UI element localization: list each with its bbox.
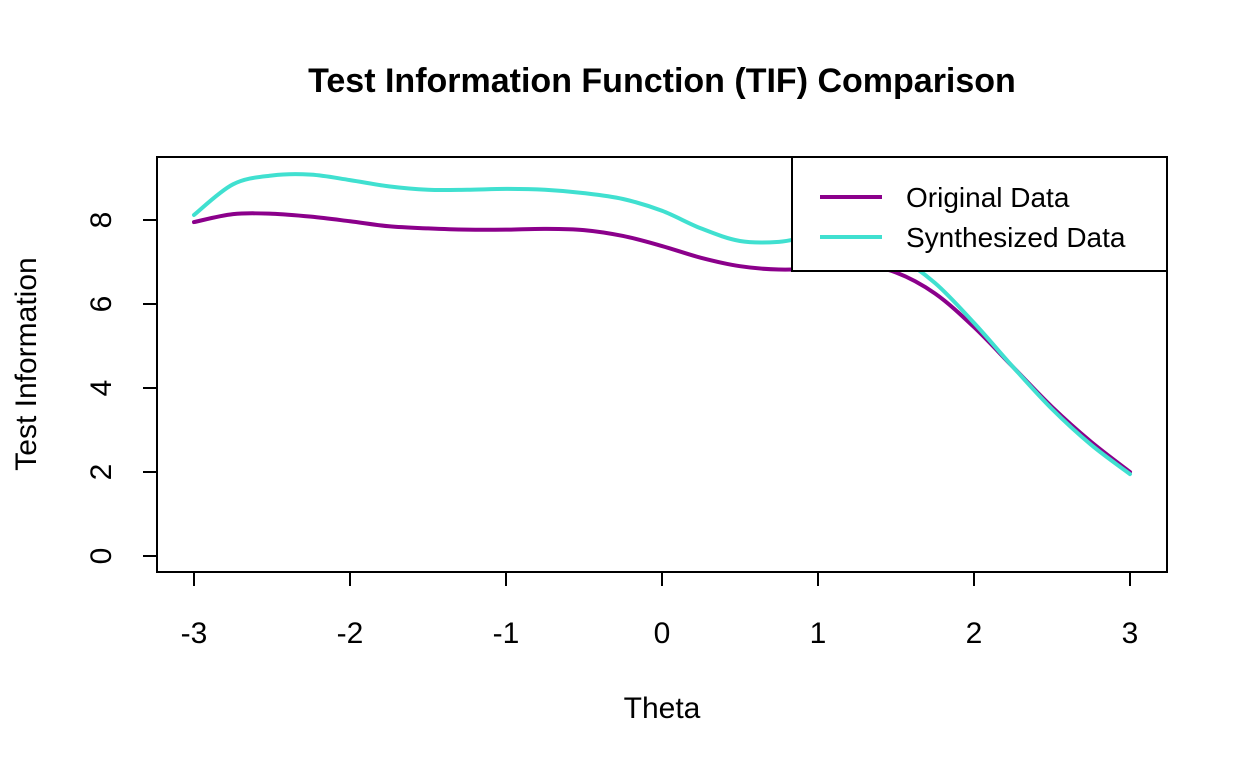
x-axis: -3 -2 -1 0 1 2 3 [181, 571, 1139, 650]
x-tick-label: -2 [337, 617, 364, 650]
series-line-original-data [192, 211, 1132, 474]
x-tick-label: 2 [966, 617, 983, 650]
x-tick-label: -3 [181, 617, 208, 650]
legend-box [791, 156, 1168, 272]
y-axis: 0 2 4 6 8 [85, 212, 158, 565]
x-tick-label: 3 [1122, 617, 1139, 650]
x-tick-label: 1 [810, 617, 827, 650]
series-line-synthesized-data [192, 172, 1132, 477]
y-tick-label: 6 [85, 296, 118, 313]
y-tick-label: 2 [85, 464, 118, 481]
series-layer [192, 172, 1132, 477]
x-tick-label: 0 [654, 617, 671, 650]
legend-label-synthesized: Synthesized Data [906, 222, 1126, 253]
x-tick-label: -1 [493, 617, 520, 650]
y-tick-label: 0 [85, 548, 118, 565]
y-tick-label: 4 [85, 380, 118, 397]
chart-title: Test Information Function (TIF) Comparis… [308, 62, 1016, 100]
x-axis-label: Theta [624, 692, 701, 725]
legend: Original Data Synthesized Data [791, 156, 1168, 272]
y-tick-label: 8 [85, 212, 118, 229]
y-axis-label: Test Information [10, 257, 43, 470]
legend-label-original: Original Data [906, 182, 1070, 213]
